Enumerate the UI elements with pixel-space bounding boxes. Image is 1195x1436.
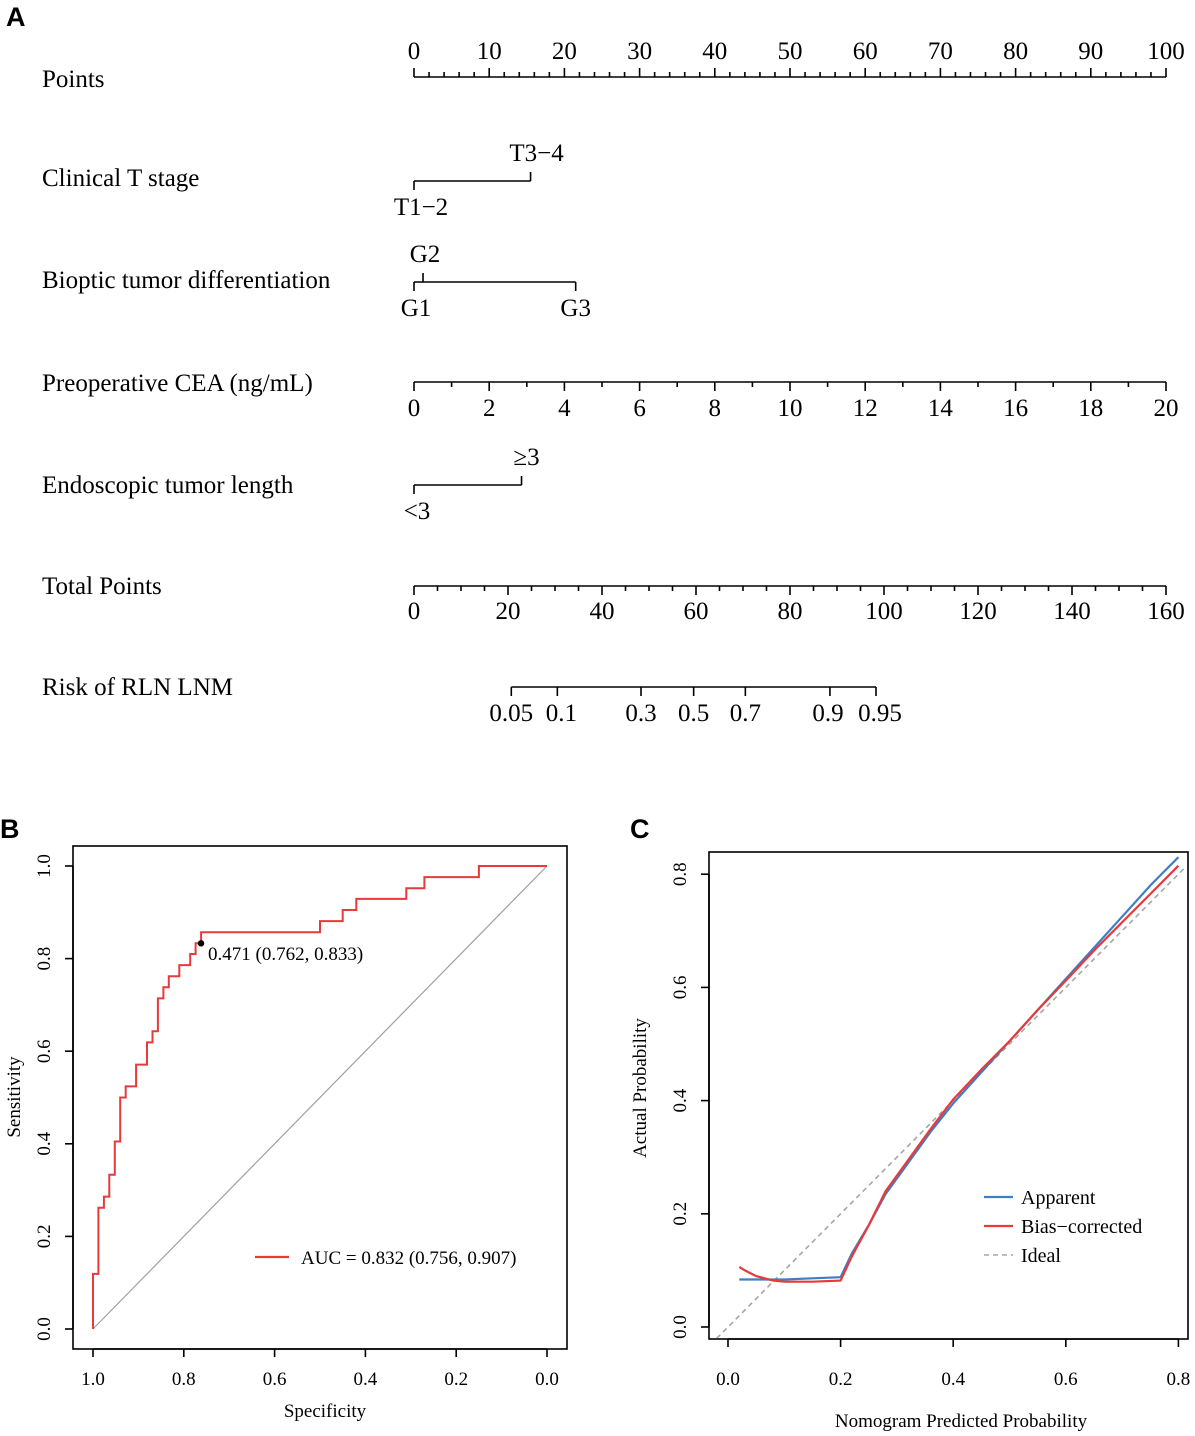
risk-tick-label: 0.7: [730, 700, 761, 727]
cea-tick-label: 10: [778, 395, 803, 422]
nomogram: Points Clinical T stage Bioptic tumor di…: [42, 38, 1185, 727]
row-label-clinical-t-stage: Clinical T stage: [42, 165, 199, 192]
cea-tick-label: 6: [633, 395, 646, 422]
roc-cutoff-point: [197, 940, 205, 947]
roc-y-tick-label: 0.0: [34, 1317, 55, 1341]
cal-y-tick-label: 0.2: [670, 1202, 691, 1226]
points-tick-label: 30: [627, 38, 652, 65]
cea-tick-label: 16: [1003, 395, 1028, 422]
points-tick-label: 90: [1078, 38, 1103, 65]
t-stage-level-label: T1−2: [394, 194, 448, 221]
panel-label-c: C: [630, 814, 650, 844]
row-label-points: Points: [42, 66, 105, 93]
roc-diagonal-line: [92, 865, 548, 1330]
cea-tick-label: 14: [928, 395, 954, 422]
total-points-tick-label: 0: [408, 598, 421, 625]
points-tick-label: 0: [408, 38, 421, 65]
panel-label-a: A: [6, 2, 26, 32]
roc-cutoff-annotation: 0.471 (0.762, 0.833): [208, 944, 363, 965]
cea-tick-label: 12: [853, 395, 878, 422]
points-tick-label: 10: [477, 38, 502, 65]
risk-tick-label: 0.1: [546, 700, 577, 727]
tumor-length-level-label: ≥3: [513, 444, 539, 471]
roc-chart: Specificity Sensitivity 0.471 (0.762, 0.…: [4, 845, 568, 1422]
cal-x-tick-label: 0.8: [1167, 1369, 1191, 1390]
differentiation-level-label: G1: [401, 295, 432, 322]
cal-legend-apparent: Apparent: [1021, 1187, 1096, 1209]
roc-curve: [92, 865, 547, 1329]
risk-tick-label: 0.3: [625, 700, 656, 727]
cal-ideal-line: [716, 867, 1185, 1338]
cal-x-tick-label: 0.4: [941, 1369, 965, 1390]
points-tick-label: 40: [702, 38, 727, 65]
roc-x-tick-label: 1.0: [81, 1369, 105, 1390]
cea-tick-label: 8: [709, 395, 722, 422]
row-label-preoperative-cea: Preoperative CEA (ng/mL): [42, 370, 313, 397]
cea-tick-label: 4: [558, 395, 571, 422]
cea-tick-label: 2: [483, 395, 496, 422]
roc-x-tick-label: 0.6: [263, 1369, 287, 1390]
cal-x-tick-label: 0.2: [829, 1369, 853, 1390]
calibration-chart: Nomogram Predicted Probability Actual Pr…: [630, 851, 1191, 1432]
cal-y-tick-label: 0.4: [670, 1088, 691, 1112]
risk-tick-label: 0.9: [812, 700, 843, 727]
risk-tick-label: 0.05: [489, 700, 533, 727]
panel-label-b: B: [0, 814, 20, 844]
cal-series-group: [716, 856, 1185, 1338]
cal-bias-corrected-line: [738, 864, 1180, 1283]
cal-y-tick-label: 0.8: [670, 862, 691, 886]
cal-y-tick-label: 0.0: [670, 1315, 691, 1339]
total-points-tick-label: 40: [590, 598, 615, 625]
roc-y-tick-label: 1.0: [34, 854, 55, 878]
cal-y-tick-label: 0.6: [670, 976, 691, 1000]
row-label-endoscopic-tumor-length: Endoscopic tumor length: [42, 472, 294, 499]
row-label-tumor-differentiation: Bioptic tumor differentiation: [42, 267, 331, 294]
roc-x-tick-label: 0.4: [354, 1369, 378, 1390]
points-tick-label: 50: [778, 38, 803, 65]
total-points-tick-label: 120: [959, 598, 997, 625]
total-points-tick-label: 60: [684, 598, 709, 625]
cea-tick-label: 18: [1078, 395, 1103, 422]
cal-legend-ideal: Ideal: [1021, 1245, 1061, 1267]
t-stage-level-label: T3−4: [509, 140, 564, 167]
roc-y-tick-label: 0.2: [34, 1225, 55, 1249]
row-label-risk: Risk of RLN LNM: [42, 674, 233, 701]
roc-y-tick-label: 0.4: [34, 1131, 55, 1155]
roc-x-tick-label: 0.2: [444, 1369, 468, 1390]
tumor-length-level-label: <3: [404, 498, 431, 525]
total-points-tick-label: 160: [1147, 598, 1185, 625]
roc-legend-auc: AUC = 0.832 (0.756, 0.907): [301, 1248, 517, 1269]
cal-x-axis-label: Nomogram Predicted Probability: [835, 1411, 1088, 1432]
points-tick-label: 80: [1003, 38, 1028, 65]
cal-plot-frame: [708, 851, 1189, 1340]
total-points-tick-label: 100: [865, 598, 903, 625]
cal-x-tick-label: 0.6: [1054, 1369, 1078, 1390]
roc-x-axis-label: Specificity: [284, 1401, 367, 1422]
cal-apparent-line: [739, 856, 1180, 1281]
cea-tick-label: 0: [408, 395, 421, 422]
total-points-tick-label: 20: [496, 598, 521, 625]
points-tick-label: 100: [1147, 38, 1185, 65]
differentiation-level-label: G2: [410, 241, 441, 268]
roc-y-tick-label: 0.6: [34, 1039, 55, 1063]
roc-y-axis-label: Sensitivity: [4, 1056, 25, 1138]
roc-y-tick-label: 0.8: [34, 947, 55, 971]
cal-legend-bias-corrected: Bias−corrected: [1021, 1216, 1142, 1238]
row-label-total-points: Total Points: [42, 573, 162, 600]
total-points-tick-label: 80: [778, 598, 803, 625]
cea-tick-label: 20: [1154, 395, 1179, 422]
differentiation-level-label: G3: [560, 295, 591, 322]
points-tick-label: 70: [928, 38, 953, 65]
points-tick-label: 60: [853, 38, 878, 65]
roc-x-tick-label: 0.8: [172, 1369, 196, 1390]
cal-x-tick-label: 0.0: [716, 1369, 740, 1390]
total-points-tick-label: 140: [1053, 598, 1091, 625]
risk-tick-label: 0.95: [858, 700, 902, 727]
points-tick-label: 20: [552, 38, 577, 65]
roc-x-tick-label: 0.0: [535, 1369, 559, 1390]
cal-y-axis-label: Actual Probability: [630, 1018, 651, 1158]
risk-tick-label: 0.5: [678, 700, 709, 727]
